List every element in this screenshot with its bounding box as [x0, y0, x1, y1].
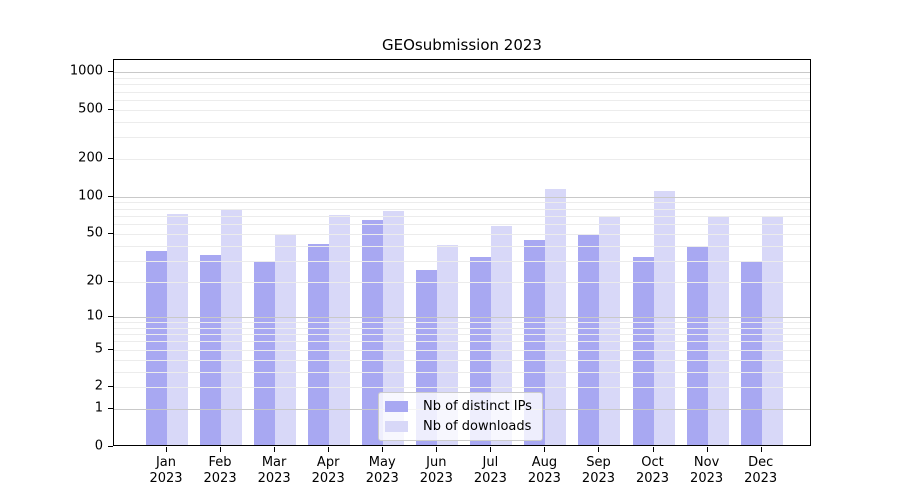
x-tick-apr [328, 447, 330, 452]
bar-downloads-oct [653, 191, 675, 445]
y-tick-label-50: 50 [86, 225, 103, 241]
bar-distinct-ips-dec [740, 262, 762, 445]
bar-downloads-sep [599, 216, 621, 445]
bar-downloads-jan [167, 213, 188, 445]
y-tick-1 [108, 408, 113, 410]
legend-swatch-distinct-ips [385, 401, 408, 412]
y-tick-label-2: 2 [94, 378, 103, 394]
bar-distinct-ips-oct [632, 257, 654, 445]
x-tick-label-sep: Sep 2023 [581, 455, 616, 486]
bar-distinct-ips-jan [146, 250, 167, 445]
legend-label-distinct-ips: Nb of distinct IPs [423, 399, 532, 414]
y-tick-5 [108, 348, 113, 350]
legend-item-distinct-ips: Nb of distinct IPs [385, 398, 532, 415]
x-tick-label-oct: Oct 2023 [635, 455, 670, 486]
x-tick-feb [220, 447, 222, 452]
bar-distinct-ips-feb [200, 255, 222, 445]
x-tick-jan [166, 447, 167, 452]
bar-distinct-ips-sep [578, 235, 600, 445]
x-tick-dec [760, 447, 762, 452]
y-tick-label-20: 20 [86, 273, 103, 289]
bar-downloads-jul [491, 225, 513, 445]
bar-distinct-ips-may [362, 220, 384, 445]
y-tick-label-1000: 1000 [69, 63, 103, 79]
bars-layer [114, 60, 810, 445]
y-tick-label-500: 500 [78, 101, 103, 117]
y-tick-200 [108, 158, 113, 160]
x-tick-oct [652, 447, 654, 452]
y-tick-2 [108, 386, 113, 388]
bar-downloads-feb [221, 210, 243, 445]
legend-label-downloads: Nb of downloads [423, 419, 532, 434]
y-tick-label-0: 0 [94, 438, 103, 454]
x-tick-label-nov: Nov 2023 [690, 455, 724, 486]
x-tick-aug [544, 447, 546, 452]
bar-downloads-apr [329, 215, 351, 445]
x-tick-label-feb: Feb 2023 [203, 455, 237, 486]
x-tick-label-may: May 2023 [365, 455, 399, 486]
bar-downloads-dec [761, 216, 783, 445]
legend-item-downloads: Nb of downloads [385, 418, 532, 435]
x-tick-label-aug: Aug 2023 [527, 455, 561, 486]
y-tick-label-200: 200 [78, 150, 103, 166]
bar-downloads-nov [707, 216, 729, 445]
y-tick-100 [108, 195, 113, 197]
bar-distinct-ips-nov [686, 246, 708, 445]
x-tick-sep [598, 447, 600, 452]
bar-downloads-mar [275, 235, 297, 445]
x-tick-label-mar: Mar 2023 [257, 455, 291, 486]
x-tick-label-jan: Jan 2023 [149, 455, 183, 486]
plot-area [113, 59, 811, 446]
legend: Nb of distinct IPs Nb of downloads [378, 392, 543, 441]
y-tick-label-100: 100 [78, 188, 103, 204]
x-tick-may [382, 447, 384, 452]
x-tick-jun [436, 447, 438, 452]
y-tick-0 [108, 446, 113, 447]
y-tick-1000 [108, 71, 113, 73]
x-tick-nov [706, 447, 708, 452]
x-tick-jul [490, 447, 492, 452]
y-tick-label-10: 10 [86, 308, 103, 324]
x-tick-label-dec: Dec 2023 [744, 455, 778, 486]
chart-title: GEOsubmission 2023 [382, 36, 542, 54]
y-tick-20 [108, 280, 113, 282]
bar-distinct-ips-mar [254, 260, 276, 445]
x-tick-label-jun: Jun 2023 [419, 455, 453, 486]
x-tick-mar [274, 447, 276, 452]
y-tick-label-1: 1 [94, 400, 103, 416]
x-tick-label-apr: Apr 2023 [311, 455, 345, 486]
bar-distinct-ips-apr [308, 243, 330, 445]
legend-swatch-downloads [385, 421, 408, 432]
y-tick-500 [108, 108, 113, 110]
y-tick-label-5: 5 [94, 341, 103, 357]
y-tick-10 [108, 315, 113, 317]
x-tick-label-jul: Jul 2023 [473, 455, 507, 486]
y-tick-50 [108, 232, 113, 234]
bar-downloads-aug [545, 188, 567, 445]
